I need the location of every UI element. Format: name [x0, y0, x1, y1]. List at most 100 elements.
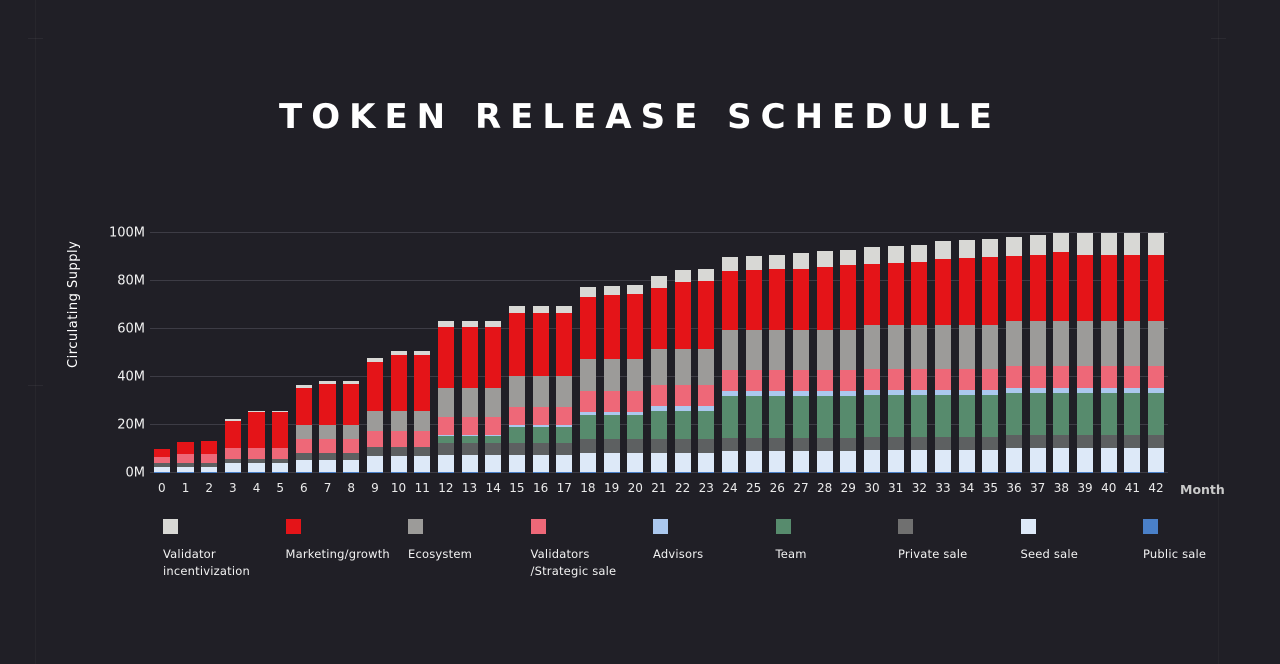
bar-stack-month-1: [177, 441, 194, 473]
legend-label-marketing_growth: Marketing/growth: [285, 547, 390, 561]
segment-marketing_growth: [437, 326, 454, 388]
segment-public_sale: [1124, 471, 1141, 473]
bar-stack-month-6: [295, 385, 312, 473]
x-tick-20: 20: [627, 481, 643, 495]
segment-validators_strategic: [437, 416, 454, 435]
bar-month-13: [458, 233, 482, 473]
bar-stack-month-9: [366, 357, 383, 473]
x-tick-25: 25: [745, 481, 762, 495]
segment-public_sale: [343, 471, 360, 473]
bar-stack-month-15: [508, 306, 525, 473]
x-tick-23: 23: [698, 481, 714, 495]
segment-ecosystem: [579, 359, 596, 392]
bar-month-9: [363, 233, 387, 473]
segment-private_sale: [603, 439, 620, 453]
segment-validators_strategic: [201, 453, 218, 464]
segment-validator_incentivization: [816, 251, 833, 267]
segment-private_sale: [982, 437, 999, 451]
segment-validator_incentivization: [698, 269, 715, 282]
segment-seed_sale: [153, 467, 170, 472]
bar-month-27: [789, 233, 813, 473]
x-tick-9: 9: [371, 481, 379, 495]
segment-seed_sale: [650, 452, 667, 472]
segment-private_sale: [769, 438, 786, 452]
segment-private_sale: [1124, 434, 1141, 448]
segment-ecosystem: [603, 359, 620, 392]
bar-stack-month-31: [887, 246, 904, 473]
segment-public_sale: [319, 471, 336, 473]
segment-marketing_growth: [674, 282, 691, 350]
bar-stack-month-30: [863, 247, 881, 473]
segment-validators_strategic: [556, 407, 573, 426]
bar-month-6: [292, 233, 316, 473]
x-tick-28: 28: [817, 481, 833, 495]
segment-validator_incentivization: [934, 241, 952, 260]
bar-month-18: [576, 233, 600, 473]
segment-ecosystem: [721, 330, 738, 370]
segment-private_sale: [248, 458, 265, 464]
segment-private_sale: [343, 452, 360, 460]
segment-team: [1100, 392, 1117, 435]
bar-stack-month-20: [627, 284, 644, 473]
segment-public_sale: [508, 471, 525, 473]
segment-ecosystem: [532, 375, 549, 408]
bar-month-7: [316, 233, 340, 473]
segment-validator_incentivization: [792, 253, 810, 270]
x-tick-3: 3: [229, 481, 237, 495]
segment-ecosystem: [1100, 320, 1117, 367]
segment-public_sale: [840, 471, 857, 473]
bar-month-8: [339, 233, 363, 473]
legend-swatch-private_sale: [898, 519, 913, 534]
segment-ecosystem: [1029, 320, 1046, 367]
bar-month-42: [1144, 233, 1168, 473]
x-tick-13: 13: [461, 481, 478, 495]
bar-stack-month-11: [414, 350, 431, 473]
segment-marketing_growth: [224, 420, 241, 448]
segment-marketing_growth: [1076, 254, 1094, 321]
y-tick-80M: 80M: [117, 273, 145, 289]
segment-validators_strategic: [816, 369, 833, 392]
y-tick-20M: 20M: [117, 417, 145, 433]
segment-seed_sale: [958, 450, 975, 472]
segment-ecosystem: [769, 330, 786, 370]
segment-validator_incentivization: [1005, 236, 1023, 256]
segment-ecosystem: [1053, 320, 1070, 367]
segment-ecosystem: [485, 387, 502, 417]
bar-month-2: [197, 233, 221, 473]
segment-seed_sale: [911, 450, 928, 472]
segment-public_sale: [1029, 471, 1046, 473]
segment-public_sale: [674, 471, 691, 473]
bar-month-3: [221, 233, 245, 473]
segment-private_sale: [319, 452, 336, 460]
segment-validators_strategic: [272, 447, 289, 459]
segment-seed_sale: [1029, 447, 1046, 472]
segment-ecosystem: [319, 425, 336, 440]
segment-team: [437, 435, 454, 444]
segment-validator_incentivization: [248, 410, 265, 413]
segment-advisors: [579, 411, 596, 416]
segment-advisors: [1053, 387, 1070, 393]
segment-team: [982, 395, 999, 438]
segment-validator_incentivization: [887, 246, 904, 264]
plot-area: 0M 20M 40M 60M 80M 100M: [109, 226, 1168, 481]
segment-validator_incentivization: [863, 247, 881, 265]
segment-private_sale: [792, 438, 810, 452]
legend-swatch-seed_sale: [1020, 519, 1036, 534]
segment-seed_sale: [816, 451, 833, 472]
segment-team: [934, 395, 952, 438]
segment-public_sale: [887, 471, 904, 473]
segment-public_sale: [1005, 471, 1023, 473]
segment-ecosystem: [343, 425, 360, 440]
segment-marketing_growth: [887, 263, 904, 326]
segment-marketing_growth: [840, 265, 857, 331]
segment-validator_incentivization: [911, 245, 928, 262]
bar-month-28: [813, 233, 837, 473]
bar-month-22: [671, 233, 695, 473]
segment-public_sale: [627, 471, 644, 473]
bar-month-4: [245, 233, 269, 473]
segment-advisors: [627, 411, 644, 416]
legend-swatch-public_sale: [1143, 519, 1158, 534]
segment-ecosystem: [1005, 320, 1023, 367]
segment-public_sale: [295, 471, 312, 473]
legend-label-ecosystem: Ecosystem: [408, 547, 472, 561]
